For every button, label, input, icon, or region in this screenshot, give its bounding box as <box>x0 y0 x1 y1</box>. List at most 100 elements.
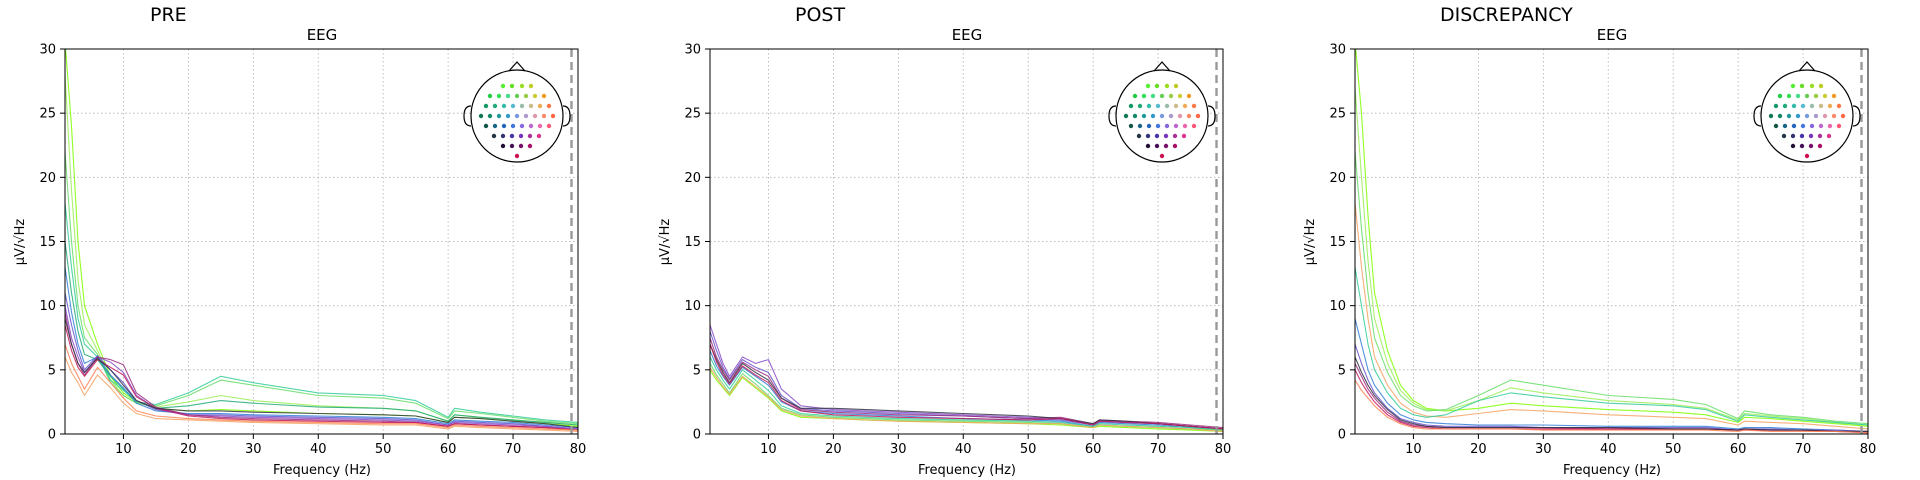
sensor-dot <box>487 93 493 99</box>
sensor-dot <box>1827 123 1833 129</box>
plot-area: 10 20 30 40 50 60 70 80 0 5 10 15 20 25 30 <box>1329 43 1876 458</box>
sensor-dot <box>1172 143 1178 149</box>
series-line <box>1355 49 1868 427</box>
sensor-dot <box>1145 83 1151 89</box>
series-line <box>65 151 578 425</box>
x-axis-label: Frequency (Hz) <box>1563 463 1661 478</box>
y-tick-label: 10 <box>39 299 56 314</box>
sensor-dot <box>1808 143 1814 149</box>
sensor-dot <box>1786 113 1792 119</box>
sensor-dot <box>501 123 507 129</box>
series-line <box>1355 87 1868 426</box>
sensor-dot <box>1173 123 1179 129</box>
sensor-dot <box>510 103 516 109</box>
x-axis-label: Frequency (Hz) <box>918 463 1016 478</box>
sensor-dot <box>1800 123 1806 129</box>
sensor-dot <box>537 103 543 109</box>
sensor-dot <box>496 113 502 119</box>
sensor-dot <box>1777 113 1783 119</box>
sensor-dot <box>1132 113 1138 119</box>
x-tick-label: 20 <box>180 442 197 457</box>
sensor-dot <box>1177 113 1183 119</box>
sensor-dot <box>1164 83 1170 89</box>
series-group <box>710 324 1223 432</box>
right-ear <box>1207 105 1216 127</box>
series-line <box>1355 344 1868 432</box>
sensor-dot <box>509 83 515 89</box>
series-line <box>1355 379 1868 434</box>
sensor-dot <box>1145 143 1151 149</box>
sensor-dot <box>500 143 506 149</box>
panel-pre: PRE EEG Frequency (Hz) µV/√Hz 10 20 30 40 50… <box>13 4 586 478</box>
sensor-map-inset <box>1753 61 1861 163</box>
x-axis-label: Frequency (Hz) <box>273 463 371 478</box>
panel-heading: PRE <box>150 4 187 26</box>
series-line <box>1355 151 1868 425</box>
sensor-dot <box>1836 103 1842 109</box>
x-tick-label: 20 <box>1470 442 1487 457</box>
sensor-dot <box>1768 113 1774 119</box>
x-tick-label: 30 <box>890 442 907 457</box>
sensor-dot <box>528 123 534 129</box>
x-tick-label: 60 <box>1085 442 1102 457</box>
sensor-dot <box>1818 123 1824 129</box>
series-line <box>1355 267 1868 426</box>
sensor-dot <box>509 143 515 149</box>
sensor-dot <box>528 83 534 89</box>
sensor-dot <box>1817 133 1823 139</box>
series-line <box>1355 356 1868 432</box>
sensor-dot <box>1172 133 1178 139</box>
sensor-dot <box>510 123 516 129</box>
series-group <box>1355 49 1868 434</box>
sensor-dot <box>1173 103 1179 109</box>
y-tick-label: 20 <box>1329 171 1346 186</box>
series-group <box>65 49 578 432</box>
y-tick-label: 25 <box>684 107 701 122</box>
sensor-dot <box>1782 123 1788 129</box>
sensor-dot <box>1790 143 1796 149</box>
sensor-dot <box>537 123 543 129</box>
series-line <box>1355 202 1868 430</box>
sensor-dot <box>1141 113 1147 119</box>
sensor-dot <box>523 93 529 99</box>
sensor-dot <box>1809 103 1815 109</box>
sensor-dot <box>1781 133 1787 139</box>
y-tick-label: 5 <box>1338 363 1346 378</box>
sensor-dot <box>528 103 534 109</box>
sensor-dot <box>500 133 506 139</box>
sensor-dot <box>1817 143 1823 149</box>
sensor-dot <box>1773 123 1779 129</box>
y-axis-label: µV/√Hz <box>658 219 673 266</box>
sensor-dot <box>1799 133 1805 139</box>
series-line <box>710 344 1223 430</box>
sensor-dot <box>1822 93 1828 99</box>
panel-heading: POST <box>795 4 845 26</box>
x-tick-label: 40 <box>310 442 327 457</box>
sensor-dot <box>1168 93 1174 99</box>
series-line <box>65 356 578 432</box>
series-line <box>65 202 578 423</box>
sensor-dot <box>527 133 533 139</box>
sensor-dot <box>536 133 542 139</box>
series-line <box>65 344 578 431</box>
sensor-dot <box>1818 83 1824 89</box>
sensor-dot <box>1163 133 1169 139</box>
y-tick-label: 0 <box>1338 428 1346 443</box>
series-line <box>710 356 1223 431</box>
x-tick-label: 10 <box>1405 442 1422 457</box>
sensor-dot <box>1155 123 1161 129</box>
y-tick-label: 20 <box>684 171 701 186</box>
series-line <box>65 292 578 430</box>
sensor-dot <box>1782 103 1788 109</box>
y-tick-label: 30 <box>684 43 701 58</box>
panel-heading: DISCREPANCY <box>1440 4 1573 26</box>
sensor-dot <box>492 123 498 129</box>
series-line <box>710 331 1223 430</box>
nose <box>1153 61 1171 72</box>
sensor-dot <box>541 113 547 119</box>
sensor-map-inset <box>463 61 571 163</box>
x-tick-label: 70 <box>505 442 522 457</box>
x-tick-label: 10 <box>115 442 132 457</box>
sensor-dot <box>1150 113 1156 119</box>
